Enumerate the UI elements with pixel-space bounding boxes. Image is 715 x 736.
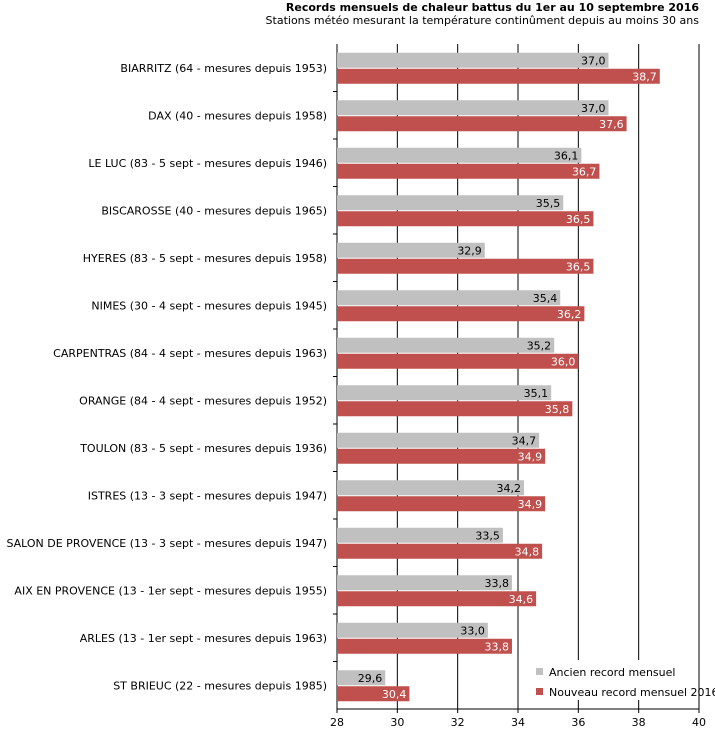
bar-new-record: [337, 211, 594, 227]
category-label: ORANGE (84 - 4 sept - mesures depuis 195…: [79, 394, 327, 407]
bar-label-new-record: 34,9: [518, 498, 543, 511]
bar-old-record: [337, 622, 488, 638]
bar-old-record: [337, 670, 386, 686]
bar-new-record: [337, 543, 543, 559]
bar-old-record: [337, 385, 552, 401]
bar-old-record: [337, 432, 540, 448]
bar-new-record: [337, 353, 579, 369]
bar-new-record: [337, 496, 546, 512]
bar-new-record: [337, 591, 537, 607]
x-tick-label: 38: [632, 716, 646, 729]
bar-label-old-record: 34,2: [497, 482, 522, 495]
bar-label-old-record: 32,9: [457, 244, 482, 257]
bar-label-new-record: 36,5: [566, 260, 591, 273]
bar-label-old-record: 33,8: [484, 577, 509, 590]
bar-label-new-record: 36,2: [557, 308, 582, 321]
bar-label-new-record: 37,6: [599, 118, 624, 131]
bar-label-old-record: 35,5: [536, 197, 561, 210]
bar-old-record: [337, 480, 525, 496]
bar-label-new-record: 36,5: [566, 213, 591, 226]
bar-label-new-record: 36,0: [551, 355, 576, 368]
bar-old-record: [337, 337, 555, 353]
category-label: AIX EN PROVENCE (13 - 1er sept - mesures…: [14, 584, 327, 597]
bar-label-new-record: 34,9: [518, 450, 543, 463]
legend-swatch: [536, 688, 543, 695]
bar-old-record: [337, 195, 564, 211]
x-tick-label: 40: [692, 716, 706, 729]
bar-new-record: [337, 448, 546, 464]
legend-background: [530, 660, 696, 700]
category-label: ISTRES (13 - 3 sept - mesures depuis 194…: [88, 489, 327, 502]
bar-old-record: [337, 527, 503, 543]
bar-label-old-record: 37,0: [581, 102, 606, 115]
bar-label-old-record: 36,1: [554, 149, 579, 162]
bar-new-record: [337, 116, 627, 132]
category-label: ST BRIEUC (22 - mesures depuis 1985): [113, 679, 327, 692]
bar-label-old-record: 33,0: [460, 624, 485, 637]
category-label: SALON DE PROVENCE (13 - 3 sept - mesures…: [6, 537, 327, 550]
bar-new-record: [337, 258, 594, 274]
bar-label-old-record: 34,7: [512, 434, 537, 447]
x-tick-label: 34: [511, 716, 525, 729]
chart-title: Records mensuels de chaleur battus du 1e…: [285, 1, 699, 14]
legend-label: Ancien record mensuel: [549, 666, 675, 679]
legend-swatch: [536, 668, 543, 675]
category-label: BISCAROSSE (40 - mesures depuis 1965): [101, 204, 327, 217]
category-label: DAX (40 - mesures depuis 1958): [148, 109, 327, 122]
bar-label-new-record: 36,7: [572, 165, 597, 178]
bar-old-record: [337, 147, 582, 163]
bar-label-new-record: 33,8: [484, 640, 509, 653]
category-label: ARLES (13 - 1er sept - mesures depuis 19…: [80, 632, 327, 645]
bar-label-new-record: 30,4: [382, 688, 407, 701]
bar-old-record: [337, 242, 485, 258]
bar-label-new-record: 34,8: [515, 545, 540, 558]
bar-new-record: [337, 686, 410, 702]
bar-label-old-record: 29,6: [358, 672, 383, 685]
bar-label-old-record: 35,2: [527, 339, 552, 352]
category-label: TOULON (83 - 5 sept - mesures depuis 193…: [79, 442, 327, 455]
category-label: NIMES (30 - 4 sept - mesures depuis 1945…: [91, 299, 327, 312]
category-label: HYERES (83 - 5 sept - mesures depuis 195…: [83, 252, 327, 265]
bar-new-record: [337, 163, 600, 179]
bar-old-record: [337, 52, 609, 68]
x-tick-label: 30: [390, 716, 404, 729]
category-label: LE LUC (83 - 5 sept - mesures depuis 194…: [88, 157, 327, 170]
bar-old-record: [337, 575, 512, 591]
bar-label-new-record: 38,7: [632, 70, 657, 83]
legend-label: Nouveau record mensuel 2016: [549, 686, 715, 699]
bar-old-record: [337, 100, 609, 116]
x-tick-label: 36: [571, 716, 585, 729]
chart-subtitle: Stations météo mesurant la température c…: [265, 14, 699, 27]
category-label: CARPENTRAS (84 - 4 sept - mesures depuis…: [53, 347, 327, 360]
x-tick-label: 28: [330, 716, 344, 729]
bar-old-record: [337, 290, 561, 306]
bar-label-old-record: 37,0: [581, 54, 606, 67]
bar-label-old-record: 35,4: [533, 292, 558, 305]
bar-new-record: [337, 68, 660, 84]
bar-new-record: [337, 638, 512, 654]
bar-label-old-record: 33,5: [475, 529, 500, 542]
category-label: BIARRITZ (64 - mesures depuis 1953): [120, 62, 327, 75]
bar-new-record: [337, 401, 573, 417]
bar-label-old-record: 35,1: [524, 387, 549, 400]
bar-new-record: [337, 306, 585, 322]
x-tick-label: 32: [451, 716, 465, 729]
bar-label-new-record: 34,6: [509, 593, 534, 606]
bar-label-new-record: 35,8: [545, 403, 570, 416]
